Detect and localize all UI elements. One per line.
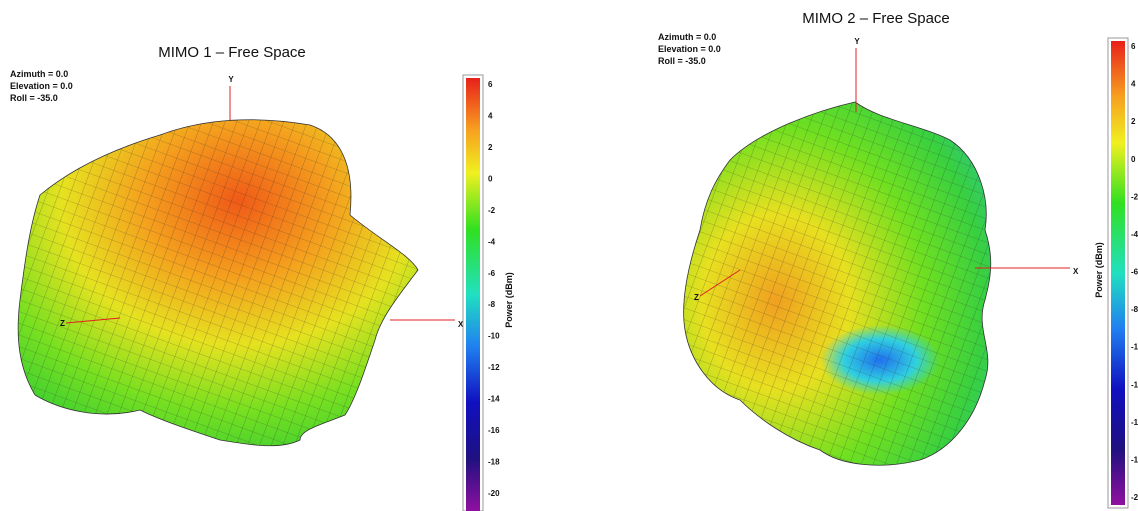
view-param: Azimuth = 0.0 (658, 32, 716, 42)
colorbar-tick-label: -4 (488, 237, 496, 246)
colorbar-label: Power (dBm) (1094, 242, 1104, 298)
colorbar-tick-label: -16 (488, 426, 500, 435)
colorbar-tick-label: -10 (488, 332, 500, 341)
colorbar-tick-label: -6 (1131, 268, 1138, 277)
axis-line (65, 317, 121, 324)
colorbar (466, 78, 480, 511)
view-param: Roll = -35.0 (658, 56, 706, 66)
axis-line (699, 269, 741, 297)
colorbar-tick-label: -1 (1131, 343, 1138, 352)
colorbar-tick-label: 6 (488, 80, 493, 89)
colorbar-tick-label: 2 (488, 143, 493, 152)
colorbar-label: Power (dBm) (504, 272, 514, 328)
colorbar-tick-label: -2 (1131, 493, 1138, 502)
colorbar-tick-label: -18 (488, 458, 500, 467)
colorbar-tick-label: -2 (1131, 192, 1138, 201)
axis-label: Y (854, 37, 860, 46)
colorbar-tick-label: -8 (1131, 305, 1138, 314)
view-param: Azimuth = 0.0 (10, 69, 68, 79)
colorbar-tick-label: 6 (1131, 42, 1136, 51)
colorbar-tick-label: -12 (488, 363, 500, 372)
colorbar-tick-label: -8 (488, 300, 496, 309)
view-param: Elevation = 0.0 (658, 44, 721, 54)
view-param: Roll = -35.0 (10, 93, 58, 103)
view-param: Elevation = 0.0 (10, 81, 73, 91)
colorbar-ticks: 6 4 2 0 -2 -4 -6 -8 -1 -1 -1 -1 -2 (1131, 42, 1138, 502)
axis-label: Y (228, 75, 234, 84)
colorbar-ticks: 6 4 2 0 -2 -4 -6 -8 -10 -12 -14 -16 -18 -20 (488, 80, 500, 498)
axis-label: X (458, 320, 464, 329)
colorbar-tick-label: -1 (1131, 418, 1138, 427)
colorbar-tick-label: -1 (1131, 380, 1138, 389)
colorbar (1111, 41, 1125, 505)
panel: MIMO 2 – Free Space Azimuth = 0.0 Elevat… (658, 10, 1138, 509)
colorbar-tick-label: 4 (488, 111, 493, 120)
colorbar-tick-label: -4 (1131, 230, 1138, 239)
colorbar-tick-label: 4 (1131, 80, 1136, 89)
axis-label: X (1073, 267, 1079, 276)
colorbar-tick-label: -6 (488, 269, 496, 278)
colorbar-tick-label: -14 (488, 395, 500, 404)
panel-title: MIMO 1 – Free Space (158, 44, 306, 61)
axis-label: Z (60, 319, 65, 328)
colorbar-tick-label: -2 (488, 206, 496, 215)
colorbar-tick-label: -1 (1131, 455, 1138, 464)
mesh (18, 119, 418, 446)
colorbar-tick-label: 0 (488, 174, 493, 183)
colorbar-tick-label: 0 (1131, 155, 1136, 164)
panel: MIMO 1 – Free Space Azimuth = 0.0 Elevat… (10, 44, 514, 511)
axis-label: Z (694, 293, 699, 302)
panel-title: MIMO 2 – Free Space (802, 10, 950, 27)
colorbar-tick-label: 2 (1131, 117, 1136, 126)
mesh (683, 102, 991, 466)
colorbar-tick-label: -20 (488, 489, 500, 498)
